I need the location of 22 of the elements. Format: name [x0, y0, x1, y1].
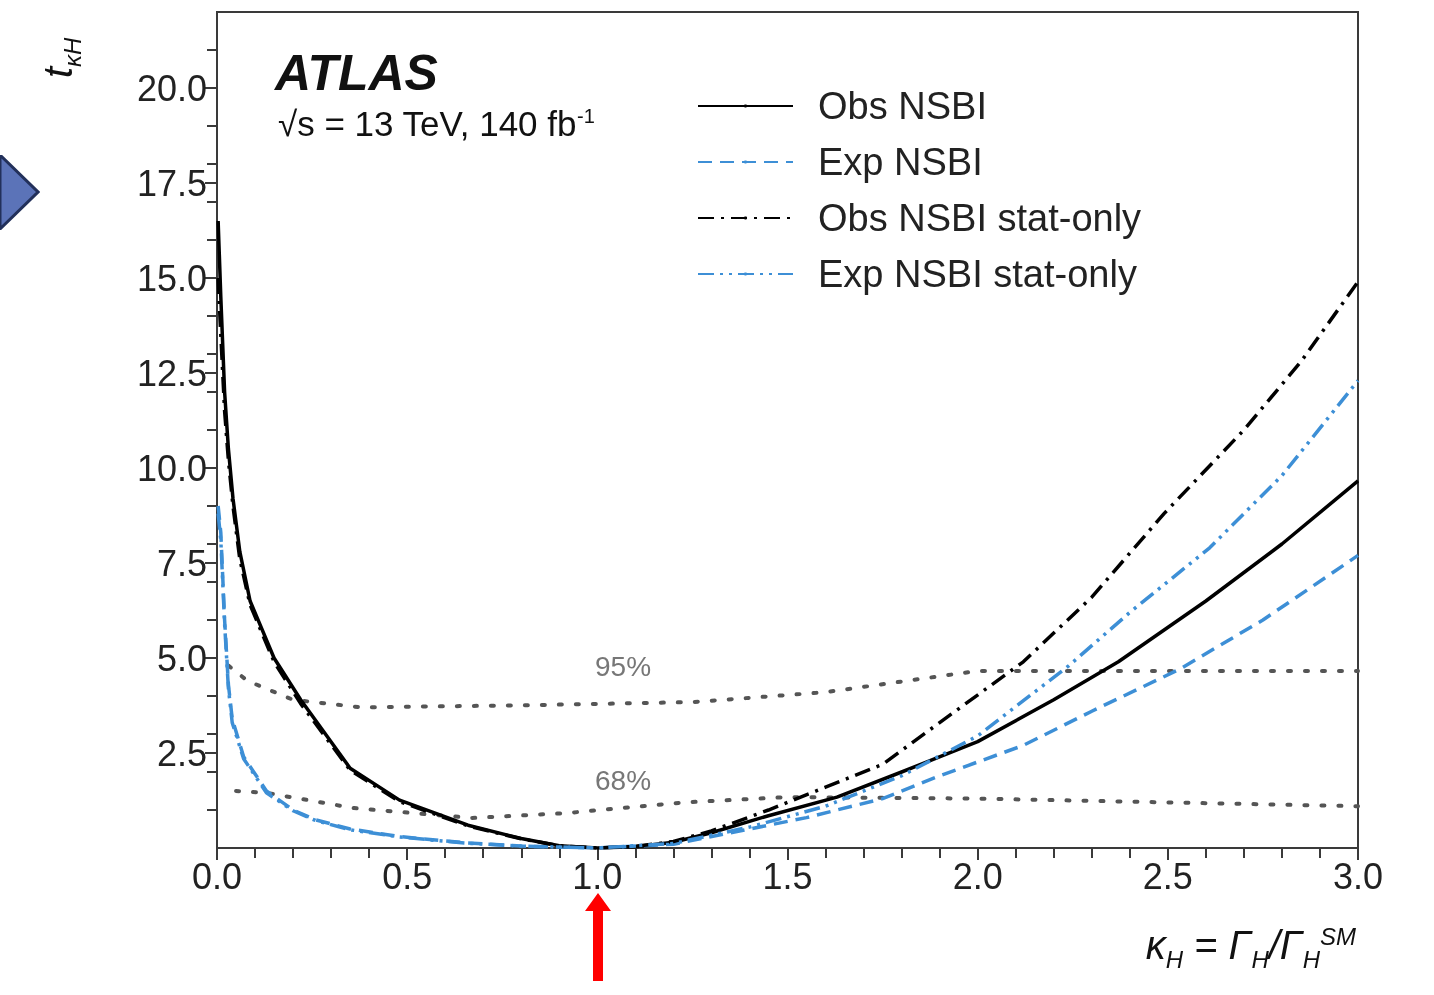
- x-tick-label: 1.5: [762, 855, 813, 897]
- annotation: ATLAS: [273, 45, 438, 101]
- legend-label: Obs NSBI: [818, 85, 987, 127]
- legend-label: Obs NSBI stat-only: [818, 197, 1142, 239]
- y-tick-label: 17.5: [136, 162, 207, 204]
- y-tick-label: 7.5: [156, 542, 207, 584]
- y-tick-label: 20.0: [136, 67, 207, 109]
- x-tick-label: 0.5: [382, 855, 433, 897]
- annotation: 68%: [595, 764, 652, 796]
- x-tick-label: 2.5: [1142, 855, 1193, 897]
- x-tick-label: 2.0: [952, 855, 1003, 897]
- x-tick-label: 0.0: [191, 855, 243, 897]
- y-tick-label: 5.0: [156, 637, 207, 679]
- legend-label: Exp NSBI stat-only: [818, 253, 1137, 295]
- y-tick-label: 10.0: [136, 447, 207, 489]
- y-tick-label: 2.5: [156, 732, 207, 774]
- x-tick-label: 1.0: [572, 855, 623, 897]
- y-tick-label: 15.0: [136, 257, 207, 299]
- legend-label: Exp NSBI: [818, 141, 983, 183]
- x-tick-label: 3.0: [1332, 855, 1384, 897]
- y-tick-label: 12.5: [136, 352, 207, 394]
- annotation: 95%: [595, 650, 652, 682]
